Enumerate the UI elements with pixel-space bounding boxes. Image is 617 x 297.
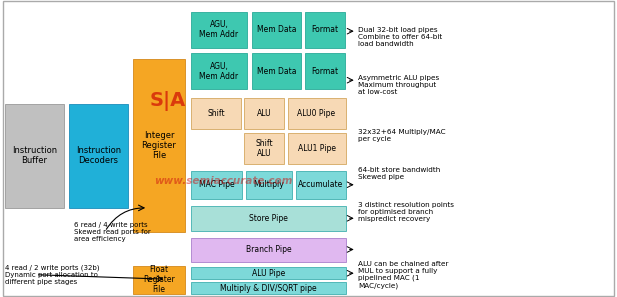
Text: 64-bit store bandwidth
Skewed pipe: 64-bit store bandwidth Skewed pipe (358, 167, 440, 180)
Bar (305, 12, 345, 48)
Text: Shift: Shift (207, 109, 225, 118)
Text: 32x32+64 Multiply/MAC
per cycle: 32x32+64 Multiply/MAC per cycle (358, 129, 445, 142)
Bar (191, 12, 247, 48)
Bar (5, 104, 64, 208)
Text: Store Pipe: Store Pipe (249, 214, 288, 223)
Text: Asymmetric ALU pipes
Maximum throughput
at low-cost: Asymmetric ALU pipes Maximum throughput … (358, 75, 439, 95)
Text: ALU Pipe: ALU Pipe (252, 269, 285, 278)
Text: Instruction
Buffer: Instruction Buffer (12, 146, 57, 165)
Text: Format: Format (312, 25, 338, 34)
Text: Format: Format (312, 67, 338, 76)
Text: Multiply: Multiply (254, 180, 284, 189)
Text: Integer
Register
File: Integer Register File (141, 131, 176, 160)
Text: ALU can be chained after
MUL to support a fully
pipelined MAC (1
MAC/cycle): ALU can be chained after MUL to support … (358, 261, 449, 289)
Text: Shift
ALU: Shift ALU (255, 139, 273, 158)
Bar (296, 171, 346, 199)
Text: Multiply & DIV/SQRT pipe: Multiply & DIV/SQRT pipe (220, 284, 317, 293)
Text: Float
Register
File: Float Register File (143, 266, 175, 294)
Bar (305, 53, 345, 89)
Bar (133, 266, 185, 294)
Text: www.semiaccurate.com: www.semiaccurate.com (154, 176, 292, 186)
Text: ALU0 Pipe: ALU0 Pipe (297, 109, 336, 118)
Text: ALU: ALU (257, 109, 271, 118)
Text: Dual 32-bit load pipes
Combine to offer 64-bit
load bandwidth: Dual 32-bit load pipes Combine to offer … (358, 27, 442, 47)
Text: Instruction
Decoders: Instruction Decoders (76, 146, 121, 165)
Bar (133, 59, 185, 232)
Text: AGU,
Mem Addr: AGU, Mem Addr (199, 20, 239, 39)
Text: Branch Pipe: Branch Pipe (246, 245, 291, 254)
Text: 3 distinct resolution points
for optimised branch
mispredict recovery: 3 distinct resolution points for optimis… (358, 202, 454, 222)
Bar (288, 133, 346, 164)
Bar (191, 206, 346, 231)
Text: Mem Data: Mem Data (257, 67, 296, 76)
Text: 4 read / 2 write ports (32b)
Dynamic port allocation to
different pipe stages: 4 read / 2 write ports (32b) Dynamic por… (5, 264, 99, 285)
Text: ALU1 Pipe: ALU1 Pipe (297, 144, 336, 153)
Bar (288, 98, 346, 129)
Bar (191, 238, 346, 262)
Bar (244, 98, 284, 129)
Text: MAC Pipe: MAC Pipe (199, 180, 234, 189)
Bar (246, 171, 292, 199)
Bar (191, 171, 242, 199)
Bar (191, 267, 346, 279)
Bar (252, 12, 301, 48)
Text: Accumulate: Accumulate (298, 180, 343, 189)
Bar (252, 53, 301, 89)
Bar (191, 53, 247, 89)
Bar (244, 133, 284, 164)
Text: S|A: S|A (149, 91, 186, 111)
Bar (191, 98, 241, 129)
Bar (69, 104, 128, 208)
Bar (191, 282, 346, 294)
Text: Mem Data: Mem Data (257, 25, 296, 34)
Text: 6 read / 4 write ports
Skewed read ports for
area efficiency: 6 read / 4 write ports Skewed read ports… (74, 222, 151, 242)
Text: AGU,
Mem Addr: AGU, Mem Addr (199, 62, 239, 81)
